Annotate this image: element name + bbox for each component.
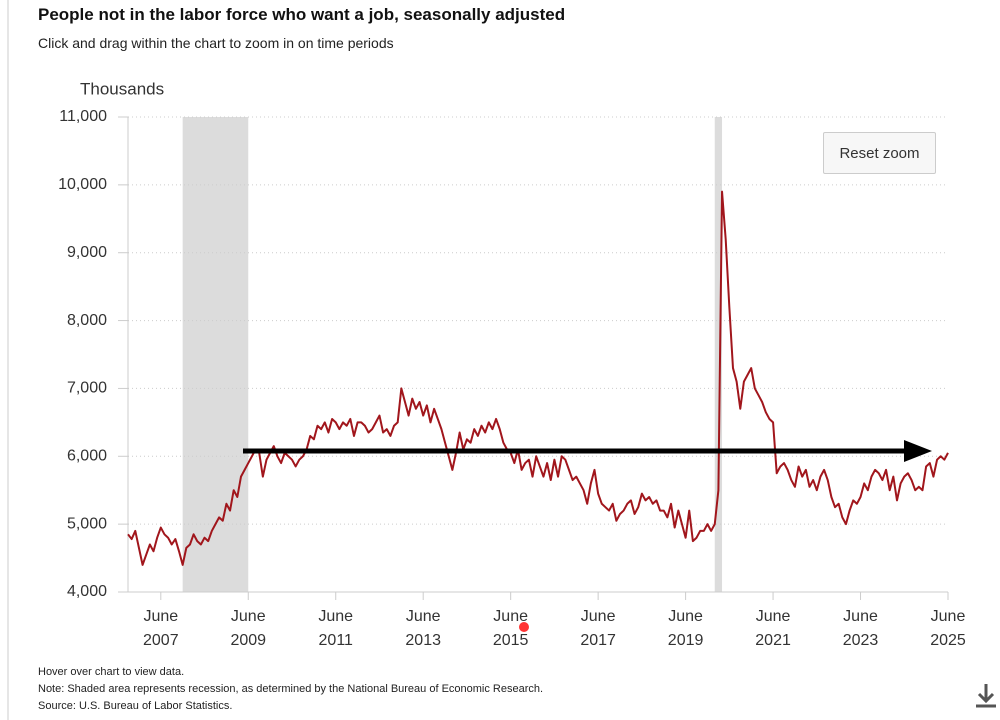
- x-tick-label: June 2025: [930, 608, 966, 649]
- recession-band: [714, 117, 723, 592]
- x-tick-label: June 2007: [143, 608, 179, 649]
- x-tick-label: June 2011: [318, 608, 354, 649]
- foreground-layer: 4,000 5,000 6,000 7,000 8,000 9,000 10,000 11,0…: [58, 108, 949, 600]
- reset-zoom-button[interactable]: Reset zoom: [823, 132, 936, 174]
- x-tick-label: June 2015: [492, 608, 529, 649]
- x-tick-label: June 2017: [580, 608, 616, 649]
- y-tick-label: 7,000: [67, 380, 107, 397]
- y-tick-label: 6,000: [67, 448, 107, 465]
- y-tick-label: 10,000: [58, 176, 107, 193]
- background-layer: [128, 116, 948, 593]
- y-tick-label: 11,000: [59, 108, 107, 125]
- x-tick-label: June 2023: [842, 608, 879, 649]
- arrow-head: [904, 440, 932, 462]
- x-tick-label: June 2019: [667, 608, 704, 649]
- footnote: Hover over chart to view data.: [38, 666, 185, 678]
- y-tick-label: 5,000: [67, 515, 107, 532]
- y-axis-label: Thousands: [80, 79, 164, 98]
- recession-band: [182, 117, 249, 592]
- chart-subtitle: Click and drag within the chart to zoom …: [38, 35, 394, 51]
- download-glyph: [976, 684, 996, 708]
- annotation-arrow: [243, 440, 932, 462]
- footnote: Note: Shaded area represents recession, …: [38, 683, 544, 695]
- x-tick-label: June 2009: [230, 608, 267, 649]
- chart-title: People not in the labor force who want a…: [38, 5, 566, 24]
- x-tick-label: June 2021: [755, 608, 791, 649]
- cursor-dot: [519, 622, 529, 632]
- y-tick-label: 9,000: [67, 244, 107, 261]
- data-line: [127, 190, 949, 566]
- footnote: Source: U.S. Bureau of Labor Statistics.: [38, 700, 233, 712]
- y-tick-label: 4,000: [67, 583, 107, 600]
- download-icon[interactable]: [976, 684, 996, 708]
- x-tick-label: June 2013: [405, 608, 441, 649]
- y-tick-label: 8,000: [67, 312, 107, 329]
